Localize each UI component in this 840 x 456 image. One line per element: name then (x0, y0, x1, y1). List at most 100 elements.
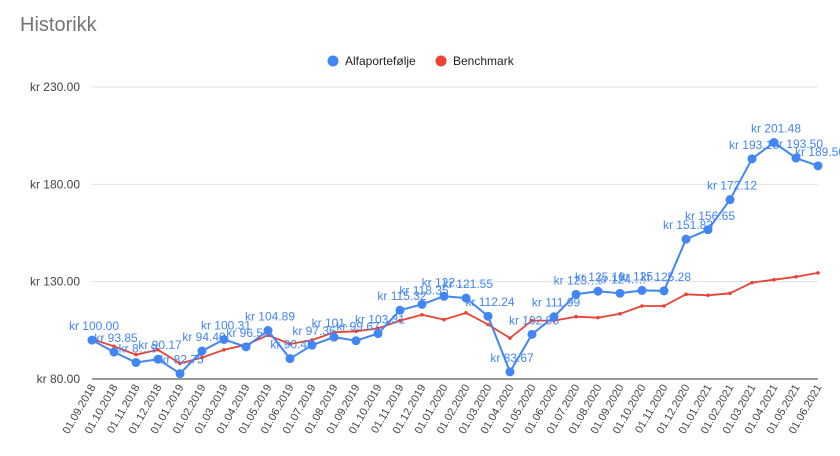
data-label: kr 93.85 (94, 331, 138, 345)
benchmark-point (750, 280, 754, 285)
data-label: kr 123.… (554, 273, 603, 287)
data-label: kr 90.45 (270, 338, 314, 352)
data-label: kr 101.… (312, 316, 361, 330)
portfolio-point (197, 346, 207, 356)
data-label: kr 99.67 (336, 320, 380, 334)
portfolio-point (395, 305, 405, 315)
portfolio-point (791, 153, 801, 163)
portfolio-point (439, 291, 449, 301)
y-tick-label: kr 180.00 (30, 177, 80, 191)
data-label: kr 111.99 (532, 296, 581, 310)
portfolio-point (637, 285, 647, 295)
portfolio-point (703, 225, 713, 235)
benchmark-point (640, 304, 644, 308)
data-label: kr 201.48 (751, 122, 801, 136)
portfolio-point (527, 329, 537, 339)
benchmark-point (728, 291, 732, 296)
portfolio-point (747, 154, 757, 164)
portfolio-point (109, 347, 119, 357)
benchmark-point (464, 311, 468, 315)
benchmark-point (508, 336, 512, 340)
data-label: kr 193.10 (729, 138, 779, 152)
data-label: kr 103.31 (355, 313, 405, 327)
gridlines (92, 86, 818, 380)
data-label: kr 118.35 (399, 283, 448, 297)
data-label: kr 189.50 (795, 145, 840, 159)
data-label: kr 102.95 (509, 313, 559, 327)
data-label: kr 125.10 (575, 270, 625, 284)
portfolio-point (285, 354, 295, 364)
data-label: kr 125.… (620, 269, 669, 283)
series-line (91, 272, 819, 365)
data-label: kr 8…9 (119, 341, 158, 355)
chart-title: Historikk (20, 14, 97, 36)
portfolio-point (219, 334, 229, 344)
benchmark-point (794, 275, 798, 279)
portfolio-point (681, 234, 691, 244)
portfolio-point (351, 336, 361, 346)
benchmark-point (134, 352, 138, 357)
data-label: kr 193.50 (773, 137, 823, 151)
benchmark-point (662, 304, 666, 308)
data-label: kr 82.75 (160, 353, 204, 367)
benchmark-point (596, 315, 600, 320)
benchmark-point (442, 317, 446, 322)
legend-marker (435, 55, 447, 67)
data-label: kr 115.32 (377, 289, 426, 303)
benchmark-point (618, 311, 622, 316)
benchmark-point (574, 314, 578, 319)
data-label: kr 156.65 (685, 209, 735, 223)
series-line (91, 141, 819, 375)
portfolio-point (417, 299, 427, 309)
data-label: kr 97.36 (292, 324, 336, 338)
portfolio-point (329, 332, 339, 342)
y-tick-label: kr 230.00 (30, 80, 80, 94)
data-label: kr 90.17 (138, 338, 182, 352)
portfolio-point (87, 335, 97, 345)
portfolio-point (769, 138, 779, 148)
portfolio-point (263, 326, 273, 336)
portfolio-point (483, 311, 493, 321)
benchmark-point (816, 271, 820, 275)
portfolio-point (461, 293, 471, 303)
portfolio-point (505, 367, 515, 377)
benchmark-point (200, 355, 204, 360)
data-label: kr 172.12 (707, 179, 757, 193)
portfolio-point (307, 340, 317, 350)
data-label: kr 125.28 (641, 270, 691, 284)
portfolio-point (725, 195, 735, 205)
benchmark-point (398, 318, 402, 323)
data-label: kr 122.… (422, 275, 471, 289)
benchmark-point (420, 312, 424, 317)
portfolio-point (373, 329, 383, 339)
benchmark-point (706, 293, 710, 298)
data-label: kr 104.89 (245, 310, 295, 324)
portfolio-point (549, 312, 559, 322)
data-label: kr 112.24 (465, 295, 514, 309)
portfolio-point (813, 161, 823, 171)
benchmark-point (112, 344, 116, 349)
y-tick-label: kr 130.00 (30, 275, 80, 289)
benchmark-point (178, 361, 182, 366)
portfolio-point (241, 342, 251, 352)
portfolio-point (175, 369, 185, 379)
portfolio-point (659, 286, 669, 296)
portfolio-point (131, 357, 141, 367)
data-label: kr 100.00 (69, 319, 119, 333)
benchmark-point (684, 292, 688, 297)
benchmark-point (530, 318, 534, 323)
data-label: kr 96.53 (226, 326, 270, 340)
data-label: kr 83.67 (490, 351, 534, 365)
legend-label: Benchmark (453, 54, 515, 68)
portfolio-point (153, 354, 163, 364)
benchmark-point (486, 322, 490, 327)
data-label: kr 121.55 (443, 277, 493, 291)
portfolio-point (615, 288, 625, 298)
legend-label: Alfaportefølje (345, 54, 416, 68)
benchmark-point (772, 277, 776, 282)
benchmark-point (156, 348, 160, 352)
benchmark-point (288, 342, 292, 346)
legend-marker (327, 55, 339, 67)
